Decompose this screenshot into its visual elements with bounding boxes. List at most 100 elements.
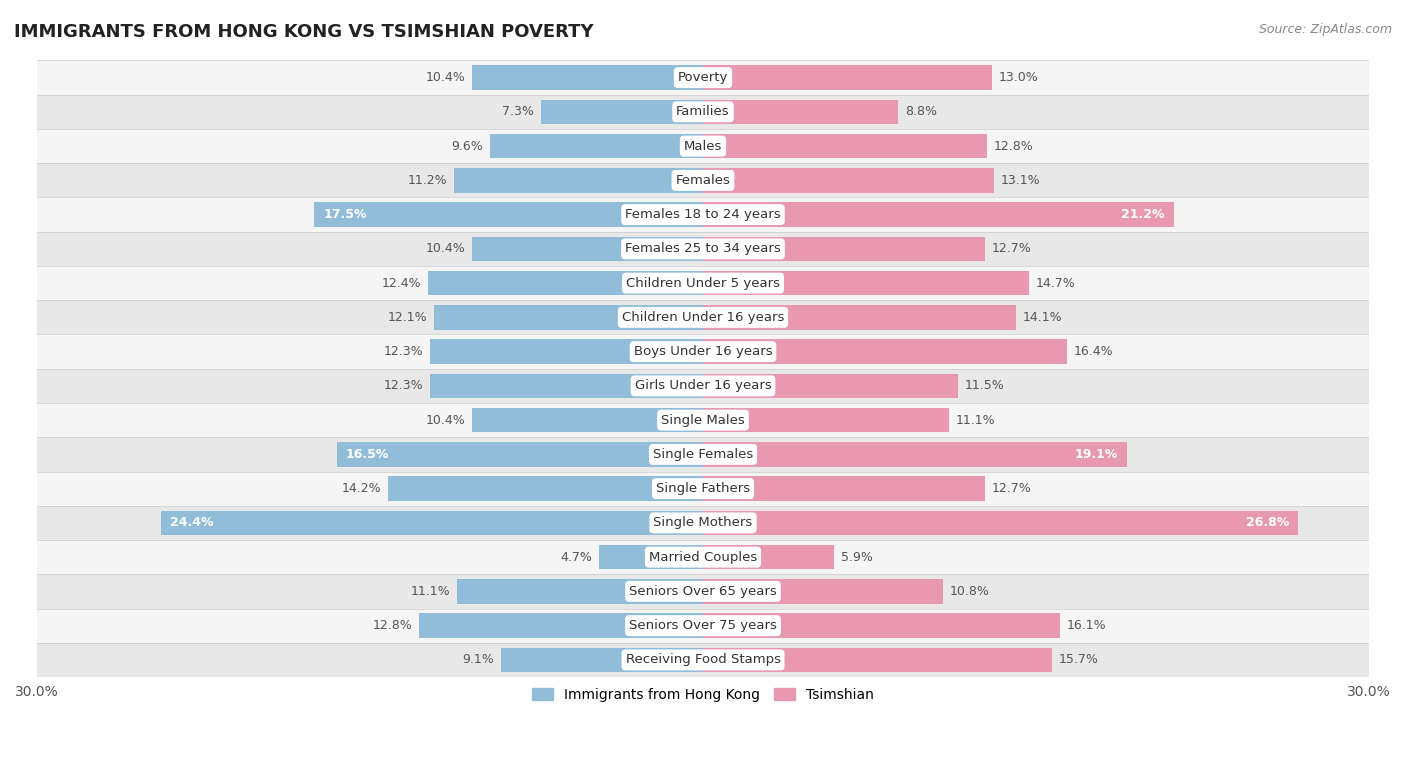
Text: 16.1%: 16.1% — [1067, 619, 1107, 632]
Bar — [703, 579, 943, 603]
Text: 7.3%: 7.3% — [502, 105, 534, 118]
Text: 16.4%: 16.4% — [1074, 345, 1114, 358]
Text: Females 18 to 24 years: Females 18 to 24 years — [626, 208, 780, 221]
Bar — [472, 236, 703, 262]
Bar — [599, 545, 703, 569]
Text: Receiving Food Stamps: Receiving Food Stamps — [626, 653, 780, 666]
Text: 5.9%: 5.9% — [841, 550, 873, 564]
Text: 26.8%: 26.8% — [1246, 516, 1289, 529]
Bar — [703, 65, 991, 90]
Text: 12.1%: 12.1% — [388, 311, 427, 324]
Bar — [703, 545, 834, 569]
Bar — [434, 305, 703, 330]
Text: 12.4%: 12.4% — [381, 277, 420, 290]
Bar — [703, 613, 1060, 638]
Text: 14.7%: 14.7% — [1036, 277, 1076, 290]
Text: 21.2%: 21.2% — [1122, 208, 1164, 221]
Text: Poverty: Poverty — [678, 71, 728, 84]
Text: 13.0%: 13.0% — [998, 71, 1038, 84]
Text: Source: ZipAtlas.com: Source: ZipAtlas.com — [1258, 23, 1392, 36]
Bar — [315, 202, 703, 227]
Text: 9.6%: 9.6% — [451, 139, 484, 152]
Bar — [541, 99, 703, 124]
Text: Females: Females — [675, 174, 731, 187]
Bar — [703, 511, 1298, 535]
Text: 11.1%: 11.1% — [411, 585, 450, 598]
Bar — [430, 374, 703, 398]
Text: Girls Under 16 years: Girls Under 16 years — [634, 379, 772, 393]
Bar — [37, 95, 1369, 129]
Text: 14.1%: 14.1% — [1022, 311, 1063, 324]
Text: 15.7%: 15.7% — [1059, 653, 1098, 666]
Bar — [37, 506, 1369, 540]
Text: 10.8%: 10.8% — [949, 585, 990, 598]
Text: Males: Males — [683, 139, 723, 152]
Bar — [37, 163, 1369, 198]
Text: 16.5%: 16.5% — [346, 448, 389, 461]
Text: Seniors Over 75 years: Seniors Over 75 years — [628, 619, 778, 632]
Text: Single Males: Single Males — [661, 414, 745, 427]
Text: 8.8%: 8.8% — [905, 105, 936, 118]
Bar — [37, 368, 1369, 403]
Bar — [37, 300, 1369, 334]
Bar — [37, 575, 1369, 609]
Bar — [489, 133, 703, 158]
Text: 11.1%: 11.1% — [956, 414, 995, 427]
Bar — [703, 374, 959, 398]
Text: Single Females: Single Females — [652, 448, 754, 461]
Text: Single Fathers: Single Fathers — [657, 482, 749, 495]
Bar — [457, 579, 703, 603]
Bar — [703, 168, 994, 193]
Bar — [454, 168, 703, 193]
Text: 10.4%: 10.4% — [426, 243, 465, 255]
Text: 9.1%: 9.1% — [463, 653, 495, 666]
Text: Boys Under 16 years: Boys Under 16 years — [634, 345, 772, 358]
Text: 4.7%: 4.7% — [560, 550, 592, 564]
Text: Families: Families — [676, 105, 730, 118]
Text: 11.2%: 11.2% — [408, 174, 447, 187]
Text: 12.7%: 12.7% — [991, 482, 1032, 495]
Bar — [37, 232, 1369, 266]
Bar — [703, 133, 987, 158]
Bar — [703, 305, 1017, 330]
Text: Children Under 16 years: Children Under 16 years — [621, 311, 785, 324]
Text: 10.4%: 10.4% — [426, 71, 465, 84]
Bar — [37, 129, 1369, 163]
Bar — [703, 99, 898, 124]
Text: IMMIGRANTS FROM HONG KONG VS TSIMSHIAN POVERTY: IMMIGRANTS FROM HONG KONG VS TSIMSHIAN P… — [14, 23, 593, 41]
Bar — [37, 437, 1369, 471]
Text: Married Couples: Married Couples — [650, 550, 756, 564]
Legend: Immigrants from Hong Kong, Tsimshian: Immigrants from Hong Kong, Tsimshian — [527, 682, 879, 707]
Text: Single Mothers: Single Mothers — [654, 516, 752, 529]
Bar — [703, 271, 1029, 296]
Text: 12.7%: 12.7% — [991, 243, 1032, 255]
Bar — [430, 340, 703, 364]
Bar — [37, 471, 1369, 506]
Bar — [37, 403, 1369, 437]
Bar — [703, 202, 1174, 227]
Bar — [37, 540, 1369, 575]
Bar — [388, 476, 703, 501]
Bar — [472, 65, 703, 90]
Text: 17.5%: 17.5% — [323, 208, 367, 221]
Bar — [703, 236, 986, 262]
Text: Seniors Over 65 years: Seniors Over 65 years — [628, 585, 778, 598]
Text: Children Under 5 years: Children Under 5 years — [626, 277, 780, 290]
Text: 12.8%: 12.8% — [994, 139, 1033, 152]
Text: 12.3%: 12.3% — [384, 345, 423, 358]
Bar — [37, 266, 1369, 300]
Text: 13.1%: 13.1% — [1001, 174, 1040, 187]
Text: 10.4%: 10.4% — [426, 414, 465, 427]
Bar — [37, 198, 1369, 232]
Bar — [703, 647, 1052, 672]
Bar — [37, 334, 1369, 368]
Bar — [336, 442, 703, 467]
Bar — [472, 408, 703, 433]
Bar — [37, 61, 1369, 95]
Bar — [427, 271, 703, 296]
Bar — [501, 647, 703, 672]
Text: 12.3%: 12.3% — [384, 379, 423, 393]
Text: Females 25 to 34 years: Females 25 to 34 years — [626, 243, 780, 255]
Text: 12.8%: 12.8% — [373, 619, 412, 632]
Text: 14.2%: 14.2% — [342, 482, 381, 495]
